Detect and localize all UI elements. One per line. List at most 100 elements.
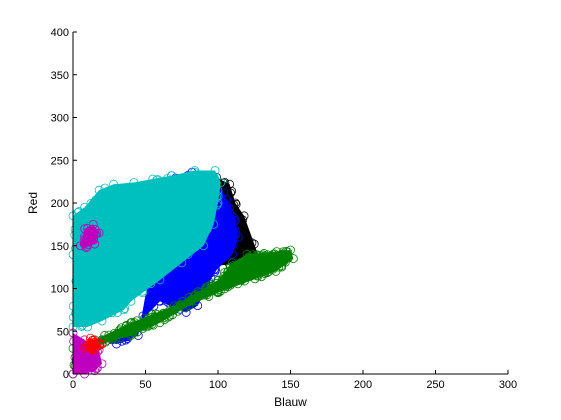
data-point xyxy=(249,264,259,274)
data-point xyxy=(126,331,136,340)
data-point xyxy=(155,275,165,285)
data-point xyxy=(79,359,89,368)
data-point xyxy=(107,308,117,318)
data-point xyxy=(228,249,237,259)
data-point xyxy=(200,219,209,228)
data-point xyxy=(85,212,95,222)
data-point xyxy=(229,213,239,223)
data-point xyxy=(104,283,114,293)
data-point xyxy=(253,271,263,281)
data-point xyxy=(204,187,214,197)
data-point xyxy=(80,213,90,222)
data-point xyxy=(170,301,179,311)
data-point xyxy=(127,249,137,259)
data-point xyxy=(271,266,281,276)
data-point xyxy=(156,311,166,320)
data-point xyxy=(178,297,187,306)
data-point xyxy=(201,288,211,298)
data-point xyxy=(176,235,186,245)
data-point xyxy=(124,204,134,213)
data-point xyxy=(185,204,194,214)
data-point xyxy=(175,269,184,279)
data-point xyxy=(71,276,81,286)
data-point xyxy=(148,189,158,198)
data-point xyxy=(241,270,251,280)
x-axis-label: Blauw xyxy=(274,395,307,409)
data-point xyxy=(78,320,87,330)
data-point xyxy=(146,221,156,231)
series-6 xyxy=(80,333,107,355)
data-point xyxy=(115,214,125,224)
data-point xyxy=(225,179,235,189)
data-point xyxy=(109,303,119,312)
data-point xyxy=(161,296,171,306)
data-point xyxy=(101,268,111,278)
data-point xyxy=(130,318,139,327)
x-tick-label: 250 xyxy=(426,379,444,391)
data-point xyxy=(94,185,104,195)
data-point xyxy=(75,266,85,276)
data-point xyxy=(109,249,118,259)
data-point xyxy=(163,182,173,192)
data-point xyxy=(259,253,268,263)
scatter-marks xyxy=(68,166,298,379)
data-point xyxy=(186,176,196,186)
data-point xyxy=(160,185,170,194)
data-point xyxy=(88,363,98,373)
data-point xyxy=(127,188,137,197)
data-point xyxy=(96,304,106,314)
x-tick-label: 100 xyxy=(209,379,227,391)
x-tick-label: 50 xyxy=(139,379,151,391)
data-point xyxy=(111,334,121,344)
data-point xyxy=(200,212,210,221)
data-point xyxy=(154,290,164,300)
data-point xyxy=(159,208,168,217)
data-point xyxy=(168,199,178,208)
data-point xyxy=(218,234,228,244)
data-point xyxy=(212,228,221,238)
data-point xyxy=(180,238,189,248)
data-point xyxy=(84,303,94,313)
data-point xyxy=(158,289,168,299)
data-point xyxy=(218,212,228,222)
data-point xyxy=(212,200,222,210)
data-point xyxy=(134,262,144,272)
data-point xyxy=(236,275,246,285)
data-point xyxy=(85,338,95,348)
data-point xyxy=(217,227,227,236)
data-point xyxy=(195,230,205,240)
data-point xyxy=(220,249,230,259)
data-point xyxy=(190,242,200,252)
data-point xyxy=(140,210,150,220)
data-point xyxy=(74,207,84,216)
data-point xyxy=(213,198,223,208)
data-point xyxy=(232,275,241,285)
data-point xyxy=(249,239,259,249)
data-point xyxy=(140,183,150,193)
data-point xyxy=(219,227,229,237)
data-point xyxy=(142,212,152,222)
data-point xyxy=(113,225,123,235)
data-point xyxy=(126,265,136,275)
data-point xyxy=(101,237,110,247)
data-point xyxy=(146,234,156,244)
series-3-cloud xyxy=(73,250,294,374)
data-point xyxy=(123,257,132,267)
data-point xyxy=(111,277,121,287)
data-point xyxy=(239,211,249,221)
data-point xyxy=(92,198,101,208)
data-point xyxy=(139,267,148,276)
data-point xyxy=(81,355,90,365)
data-point xyxy=(91,229,101,239)
data-point xyxy=(155,296,165,306)
y-tick-label: 300 xyxy=(51,113,69,125)
data-point xyxy=(153,175,163,184)
data-point xyxy=(92,247,102,257)
data-point xyxy=(211,283,221,293)
data-point xyxy=(209,243,219,253)
data-point xyxy=(80,272,90,282)
data-point xyxy=(146,279,156,289)
data-point xyxy=(194,281,204,291)
data-point xyxy=(119,305,129,315)
data-point xyxy=(207,238,216,248)
